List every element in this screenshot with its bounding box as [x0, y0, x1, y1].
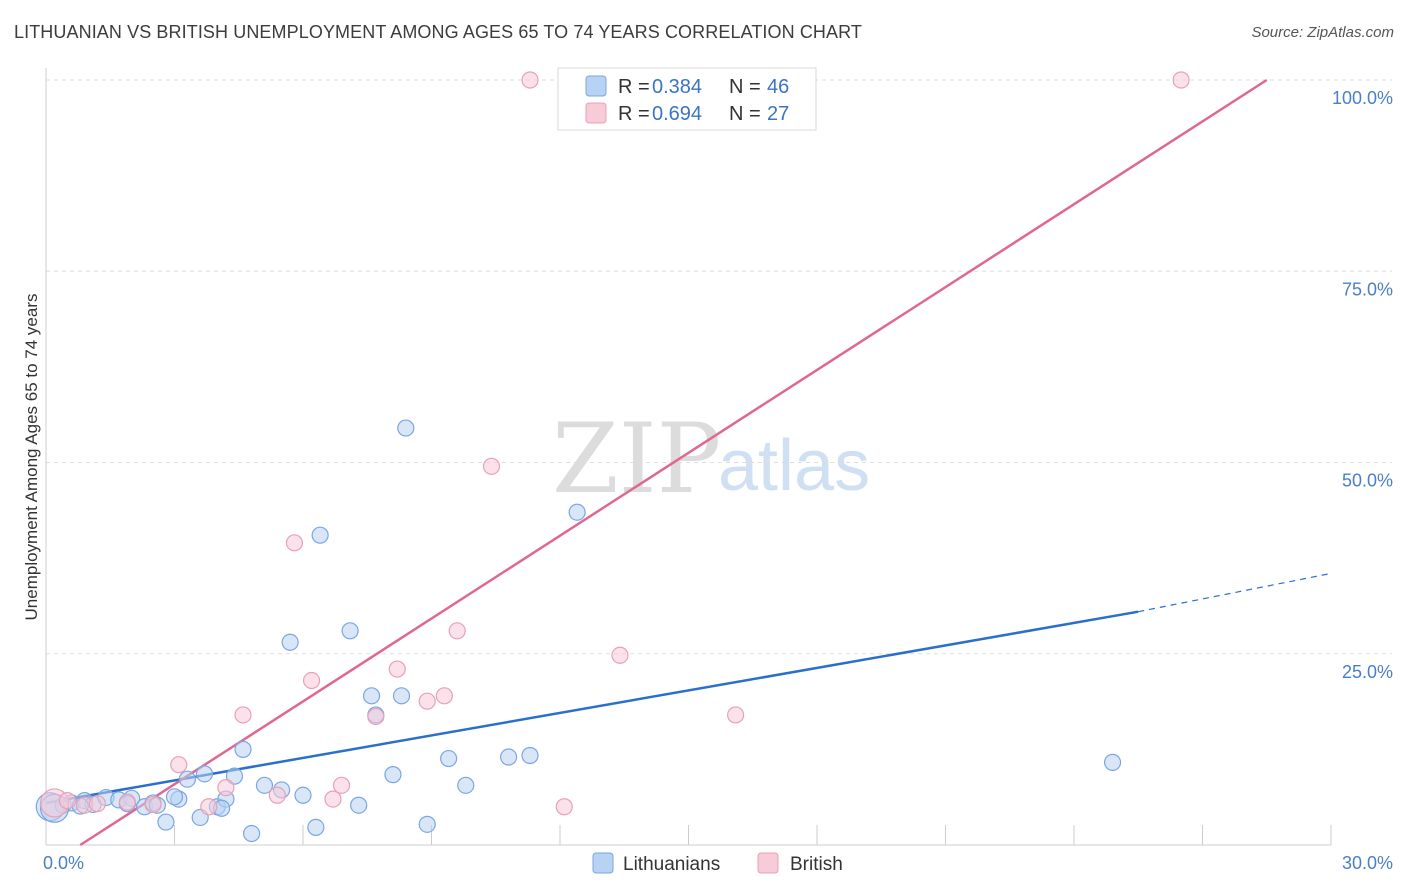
point-lithuanians-33 — [418, 815, 436, 833]
point-british-11 — [302, 671, 321, 690]
point-british-16 — [418, 692, 436, 710]
point-lithuanians-24 — [307, 818, 325, 837]
gridlines — [46, 79, 1392, 655]
point-british-9 — [268, 786, 286, 804]
point-lithuanians-30 — [384, 766, 402, 784]
trendline-lithuanians-extension — [1138, 572, 1332, 613]
point-british-2 — [88, 795, 107, 813]
point-lithuanians-28 — [362, 687, 381, 705]
legend-r-label-2: R = — [618, 103, 650, 125]
watermark-atlas: atlas — [718, 426, 870, 506]
point-lithuanians-20 — [255, 776, 274, 794]
watermark-zip: ZIP — [552, 403, 721, 515]
legend-r-value-1: 0.384 — [652, 76, 702, 98]
point-lithuanians-14 — [195, 765, 214, 783]
point-lithuanians-25 — [311, 526, 329, 544]
point-lithuanians-27 — [350, 796, 368, 814]
point-lithuanians-31 — [392, 687, 411, 705]
point-british-3 — [118, 793, 136, 811]
series-legend: Lithuanians British — [592, 852, 843, 875]
x-tick-label-min: 0.0% — [43, 853, 84, 873]
point-lithuanians-19 — [243, 824, 261, 843]
point-british-7 — [217, 779, 235, 797]
point-british-20 — [521, 71, 539, 89]
point-lithuanians-26 — [341, 622, 359, 640]
point-lithuanians-44 — [165, 788, 184, 806]
point-british-15 — [388, 660, 406, 678]
point-british-26 — [58, 792, 77, 810]
point-british-19 — [482, 457, 501, 475]
point-british-17 — [435, 687, 453, 705]
trendline-british — [79, 78, 1268, 847]
y-tick-label-25: 25.0% — [1342, 662, 1393, 682]
point-lithuanians-36 — [500, 748, 518, 766]
point-lithuanians-22 — [281, 633, 299, 651]
bottom-legend-swatch-lithuanians — [592, 852, 614, 874]
point-lithuanians-39 — [1103, 753, 1122, 771]
y-axis-label: Unemployment Among Ages 65 to 74 years — [22, 294, 41, 621]
point-british-12 — [324, 790, 342, 808]
point-british-14 — [367, 707, 385, 726]
point-lithuanians-34 — [440, 749, 458, 768]
bottom-legend-lithuanians: Lithuanians — [623, 854, 720, 875]
point-lithuanians-37 — [521, 746, 539, 765]
x-tick-label-max: 30.0% — [1342, 853, 1393, 873]
point-lithuanians-17 — [225, 767, 244, 785]
point-british-6 — [200, 798, 218, 816]
y-tick-label-100: 100.0% — [1332, 88, 1393, 108]
legend-n-value-1: 46 — [767, 76, 789, 98]
legend-r-value-2: 0.694 — [652, 103, 702, 125]
point-lithuanians-38 — [568, 503, 586, 521]
point-lithuanians-35 — [457, 776, 475, 794]
y-tick-label-50: 50.0% — [1342, 471, 1393, 491]
bottom-legend-swatch-british — [757, 852, 779, 874]
legend-n-label-1: N = — [729, 76, 761, 98]
point-lithuanians-32 — [397, 419, 415, 437]
point-british-10 — [285, 534, 304, 552]
tick-labels: 25.0% 50.0% 75.0% 100.0% 0.0% 30.0% — [43, 88, 1393, 873]
point-british-13 — [332, 776, 351, 794]
point-british-18 — [448, 622, 466, 640]
point-lithuanians-23 — [294, 786, 312, 804]
legend-n-label-2: N = — [729, 103, 761, 125]
legend-n-value-2: 27 — [767, 103, 789, 125]
point-lithuanians-18 — [234, 740, 252, 758]
bottom-legend-british: British — [790, 854, 843, 875]
point-british-23 — [611, 646, 629, 664]
point-lithuanians-12 — [178, 770, 196, 788]
point-british-25 — [1172, 71, 1190, 89]
legend-swatch-british — [585, 102, 607, 124]
point-lithuanians-10 — [157, 813, 175, 831]
legend-r-label-1: R = — [618, 76, 650, 98]
correlation-legend: R = 0.384 N = 46 R = 0.694 N = 27 — [557, 67, 817, 131]
legend-swatch-lithuanians — [585, 75, 607, 97]
chart-title: LITHUANIAN VS BRITISH UNEMPLOYMENT AMONG… — [14, 22, 863, 42]
point-british-8 — [234, 706, 252, 724]
point-british-5 — [170, 756, 188, 774]
point-british-21 — [555, 798, 573, 816]
point-british-24 — [727, 706, 745, 724]
data-points — [35, 71, 1190, 843]
source-label: Source: ZipAtlas.com — [1251, 24, 1394, 41]
point-british-4 — [144, 795, 162, 814]
y-tick-label-75: 75.0% — [1342, 279, 1393, 299]
